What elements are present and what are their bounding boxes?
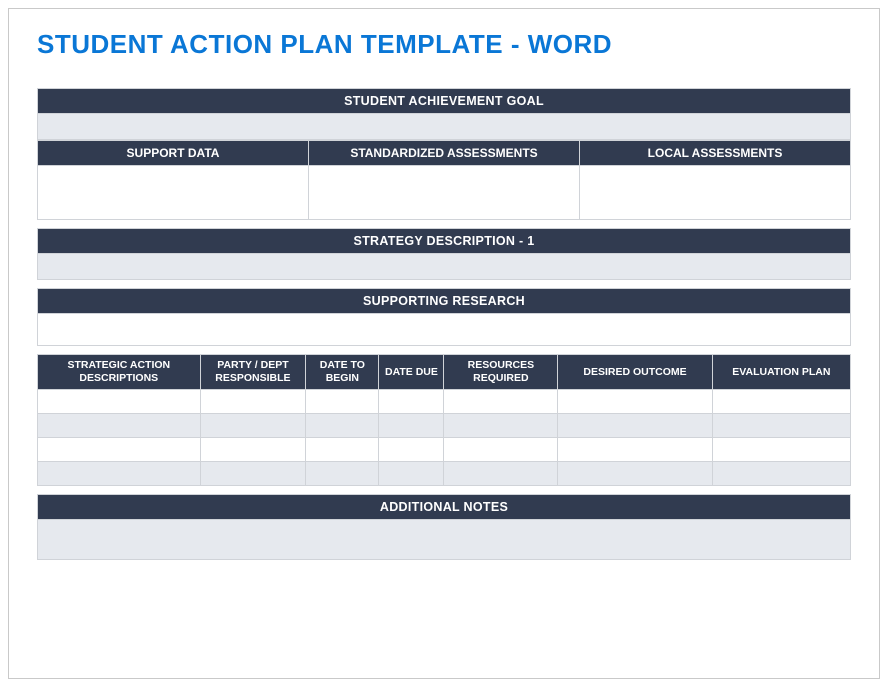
- col-local-assessments: LOCAL ASSESSMENTS: [580, 141, 851, 166]
- col-resources: RESOURCES REQUIRED: [444, 355, 558, 390]
- notes-header: ADDITIONAL NOTES: [38, 495, 851, 520]
- strategy-input-row[interactable]: [38, 254, 851, 280]
- col-support-data: SUPPORT DATA: [38, 141, 309, 166]
- strategy-section: STRATEGY DESCRIPTION - 1: [37, 228, 851, 280]
- action-table: STRATEGIC ACTION DESCRIPTIONS PARTY / DE…: [37, 354, 851, 486]
- spacer: [37, 486, 851, 494]
- notes-input-row[interactable]: [38, 520, 851, 560]
- research-input-row[interactable]: [38, 314, 851, 346]
- strategy-header: STRATEGY DESCRIPTION - 1: [38, 229, 851, 254]
- table-row: [38, 390, 851, 414]
- table-row: [38, 462, 851, 486]
- col-standardized-assessments: STANDARDIZED ASSESSMENTS: [309, 141, 580, 166]
- cell-support-data[interactable]: [38, 166, 309, 220]
- spacer: [37, 280, 851, 288]
- action-table-header: STRATEGIC ACTION DESCRIPTIONS PARTY / DE…: [38, 355, 851, 390]
- col-evaluation-plan: EVALUATION PLAN: [712, 355, 850, 390]
- assessments-table: SUPPORT DATA STANDARDIZED ASSESSMENTS LO…: [37, 140, 851, 220]
- col-party-responsible: PARTY / DEPT RESPONSIBLE: [200, 355, 306, 390]
- goal-header: STUDENT ACHIEVEMENT GOAL: [38, 89, 851, 114]
- cell-local-assessments[interactable]: [580, 166, 851, 220]
- notes-section: ADDITIONAL NOTES: [37, 494, 851, 560]
- research-section: SUPPORTING RESEARCH: [37, 288, 851, 346]
- table-row: [38, 414, 851, 438]
- col-strategic-action: STRATEGIC ACTION DESCRIPTIONS: [38, 355, 201, 390]
- col-desired-outcome: DESIRED OUTCOME: [558, 355, 712, 390]
- goal-input-row[interactable]: [38, 114, 851, 140]
- table-row: [38, 438, 851, 462]
- research-header: SUPPORTING RESEARCH: [38, 289, 851, 314]
- document-frame: STUDENT ACTION PLAN TEMPLATE - WORD STUD…: [8, 8, 880, 679]
- goal-section: STUDENT ACHIEVEMENT GOAL: [37, 88, 851, 140]
- col-date-begin: DATE TO BEGIN: [306, 355, 379, 390]
- spacer: [37, 220, 851, 228]
- spacer: [37, 346, 851, 354]
- cell-standardized-assessments[interactable]: [309, 166, 580, 220]
- col-date-due: DATE DUE: [379, 355, 444, 390]
- page-title: STUDENT ACTION PLAN TEMPLATE - WORD: [37, 29, 851, 60]
